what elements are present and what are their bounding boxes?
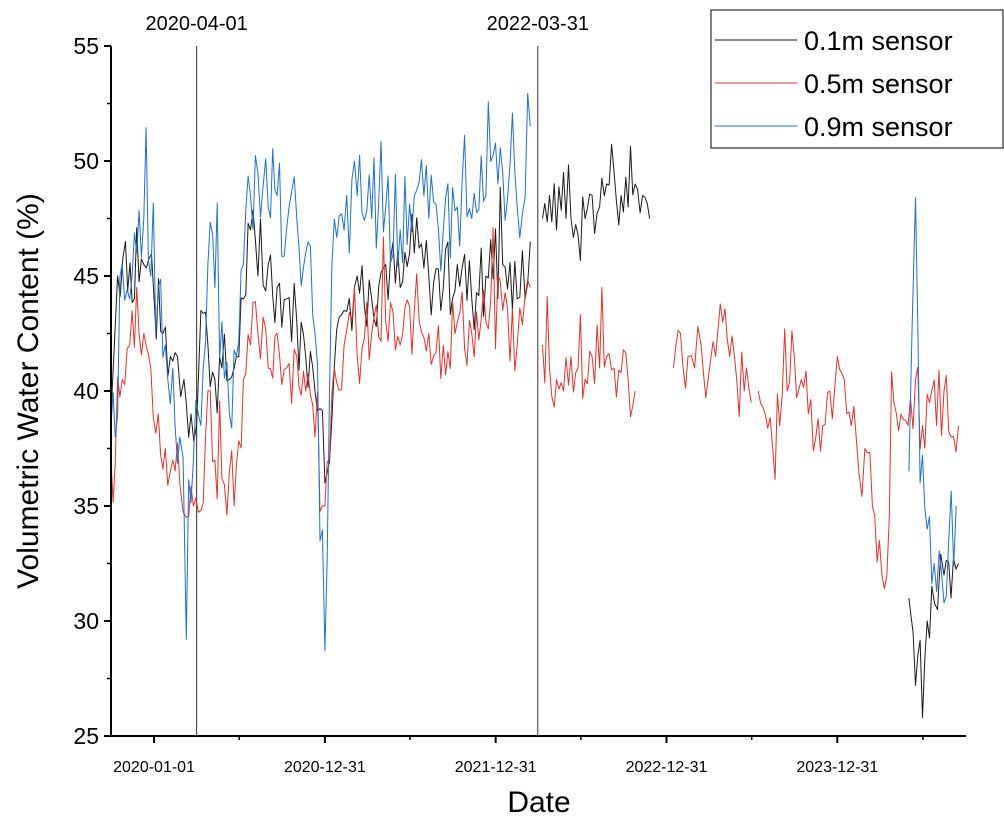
y-tick-label: 50 (73, 148, 99, 174)
series-line (908, 553, 959, 719)
series-line (757, 328, 959, 590)
series-0-5m-sensor (110, 227, 959, 590)
x-tick-label: 2022-12-31 (626, 759, 708, 776)
reference-line-label: 2020-04-01 (145, 13, 247, 35)
series-line (110, 227, 531, 518)
y-tick-label: 25 (73, 723, 99, 749)
reference-line-label: 2022-03-31 (487, 13, 589, 35)
x-tick-label: 2020-12-31 (284, 759, 366, 776)
y-axis-title: Volumetric Water Content (%) (12, 193, 45, 589)
y-tick-label: 40 (73, 378, 99, 404)
series-line (110, 186, 531, 484)
legend-label: 0.9m sensor (804, 112, 953, 142)
series-line (542, 287, 636, 418)
legend-label: 0.5m sensor (804, 69, 953, 99)
series-line (673, 303, 752, 417)
x-tick-label: 2023-12-31 (796, 759, 878, 776)
series-0-9m-sensor (110, 93, 957, 652)
series-0-1m-sensor (110, 143, 959, 719)
y-tick-label: 55 (73, 33, 99, 59)
y-tick-label: 30 (73, 608, 99, 634)
y-tick-label: 45 (73, 263, 99, 289)
x-tick-label: 2020-01-01 (113, 759, 195, 776)
x-tick-label: 2021-12-31 (455, 759, 537, 776)
legend-box (710, 9, 1004, 149)
y-tick-label: 35 (73, 493, 99, 519)
legend-label: 0.1m sensor (804, 26, 953, 56)
series-line (542, 143, 651, 261)
series-line (110, 93, 531, 652)
series-line (908, 197, 957, 604)
x-axis-title: Date (507, 786, 570, 819)
